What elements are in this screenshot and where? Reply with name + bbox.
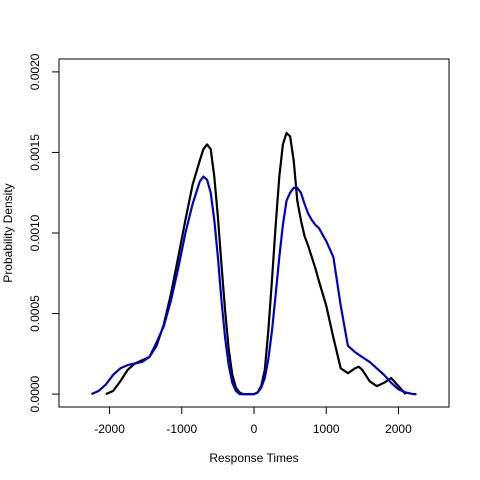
density-line-2: [91, 175, 417, 396]
series-lines: [91, 132, 417, 396]
x-tick-label: 2000: [385, 422, 412, 436]
x-axis-title: Response Times: [209, 451, 298, 465]
y-tick-label: 0.0015: [28, 134, 42, 171]
x-tick-label: 0: [251, 422, 258, 436]
x-tick-label: 1000: [313, 422, 340, 436]
y-tick-label: 0.0000: [28, 375, 42, 412]
y-axis: 0.0000 0.0005 0.0010 0.0015 0.0020: [28, 53, 60, 412]
y-tick-label: 0.0020: [28, 53, 42, 90]
y-tick-label: 0.0010: [28, 214, 42, 251]
y-tick-label: 0.0005: [28, 295, 42, 332]
y-axis-title: Probability Density: [1, 183, 15, 282]
x-tick-label: -2000: [94, 422, 125, 436]
x-tick-label: -1000: [166, 422, 197, 436]
x-axis: -2000 -1000 0 1000 2000: [94, 406, 412, 436]
